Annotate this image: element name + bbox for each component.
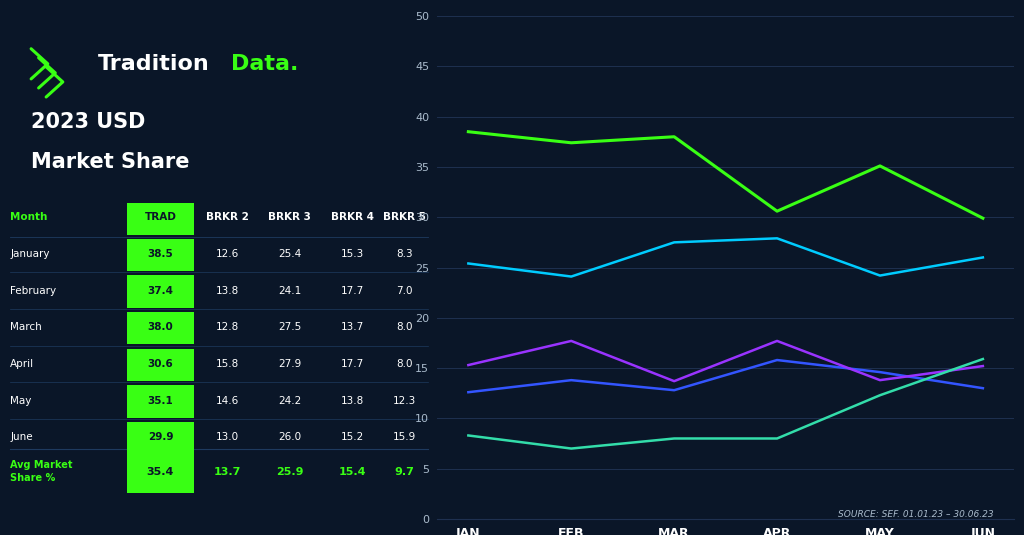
- FancyBboxPatch shape: [127, 203, 194, 235]
- Text: 13.7: 13.7: [341, 323, 365, 332]
- Text: 7.0: 7.0: [396, 286, 413, 296]
- Text: BRKR 4: BRKR 4: [331, 212, 374, 222]
- Text: 13.7: 13.7: [214, 467, 241, 477]
- Text: 12.6: 12.6: [216, 249, 239, 259]
- Text: 13.8: 13.8: [216, 286, 239, 296]
- Text: Avg Market
Share %: Avg Market Share %: [10, 460, 73, 483]
- FancyBboxPatch shape: [127, 422, 194, 454]
- Text: Month: Month: [10, 212, 47, 222]
- Text: 24.2: 24.2: [279, 396, 301, 406]
- FancyBboxPatch shape: [127, 349, 194, 381]
- Text: 12.8: 12.8: [216, 323, 239, 332]
- Text: 38.0: 38.0: [147, 323, 173, 332]
- Text: Market Share: Market Share: [31, 152, 189, 172]
- Text: 12.3: 12.3: [393, 396, 416, 406]
- Text: 37.4: 37.4: [147, 286, 173, 296]
- Text: 8.0: 8.0: [396, 323, 413, 332]
- Text: BRKR 5: BRKR 5: [383, 212, 426, 222]
- Text: TRAD: TRAD: [144, 212, 176, 222]
- Text: April: April: [10, 359, 35, 369]
- Text: 8.0: 8.0: [396, 359, 413, 369]
- Text: 24.1: 24.1: [279, 286, 301, 296]
- Text: 38.5: 38.5: [147, 249, 173, 259]
- Text: 29.9: 29.9: [147, 432, 173, 442]
- Text: 17.7: 17.7: [341, 286, 365, 296]
- Text: May: May: [10, 396, 32, 406]
- FancyBboxPatch shape: [127, 453, 194, 493]
- Text: 15.4: 15.4: [339, 467, 367, 477]
- Text: 27.9: 27.9: [279, 359, 301, 369]
- Text: 17.7: 17.7: [341, 359, 365, 369]
- Text: 30.6: 30.6: [147, 359, 173, 369]
- Text: BRKR 2: BRKR 2: [206, 212, 249, 222]
- Text: 35.1: 35.1: [147, 396, 173, 406]
- Text: 27.5: 27.5: [279, 323, 301, 332]
- Text: February: February: [10, 286, 56, 296]
- Text: 15.2: 15.2: [341, 432, 365, 442]
- Text: 14.6: 14.6: [216, 396, 239, 406]
- Text: 15.3: 15.3: [341, 249, 365, 259]
- Text: 8.3: 8.3: [396, 249, 413, 259]
- FancyBboxPatch shape: [127, 275, 194, 308]
- Text: 26.0: 26.0: [279, 432, 301, 442]
- Text: 13.8: 13.8: [341, 396, 365, 406]
- Text: 9.7: 9.7: [394, 467, 415, 477]
- Text: 15.9: 15.9: [393, 432, 416, 442]
- FancyBboxPatch shape: [127, 312, 194, 344]
- FancyBboxPatch shape: [127, 385, 194, 418]
- Text: 2023 USD: 2023 USD: [31, 112, 145, 132]
- Text: BRKR 3: BRKR 3: [268, 212, 311, 222]
- Text: 15.8: 15.8: [216, 359, 239, 369]
- Text: January: January: [10, 249, 50, 259]
- Text: SOURCE: SEF. 01.01.23 – 30.06.23: SOURCE: SEF. 01.01.23 – 30.06.23: [838, 510, 993, 519]
- Text: Tradition: Tradition: [98, 54, 210, 74]
- Text: Data.: Data.: [231, 54, 299, 74]
- Text: March: March: [10, 323, 42, 332]
- Text: 25.4: 25.4: [279, 249, 301, 259]
- Text: 13.0: 13.0: [216, 432, 239, 442]
- FancyBboxPatch shape: [127, 239, 194, 271]
- Text: 25.9: 25.9: [276, 467, 303, 477]
- Text: June: June: [10, 432, 33, 442]
- Text: 35.4: 35.4: [146, 467, 174, 477]
